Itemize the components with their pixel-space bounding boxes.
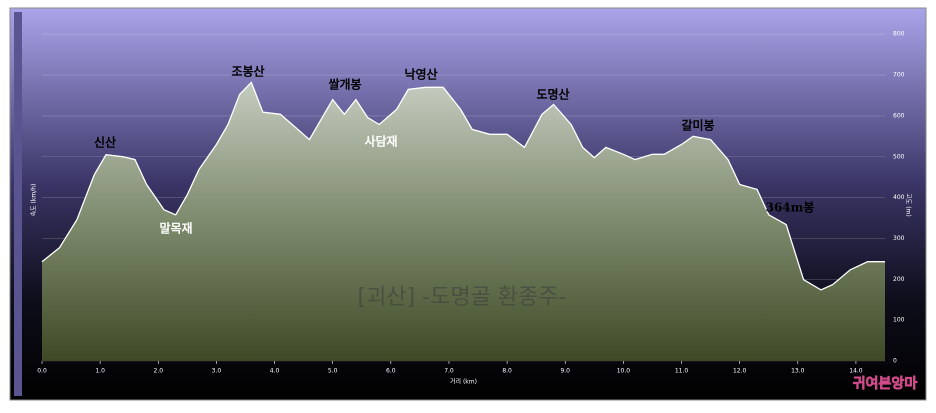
- x-tick-label: 5.0: [328, 368, 338, 375]
- x-tick-label: 4.0: [270, 368, 280, 375]
- x-tick-label: 7.0: [444, 368, 454, 375]
- y-tick-label: 800: [893, 31, 905, 38]
- x-tick-label: 9.0: [560, 368, 570, 375]
- area-fill: [42, 82, 885, 362]
- x-tick-label: 6.0: [386, 368, 396, 375]
- side-strip: [14, 12, 22, 396]
- x-tick-label: 10.0: [617, 368, 631, 375]
- y-tick-label: 400: [893, 194, 905, 201]
- peak-label: 쌀개봉: [328, 78, 361, 92]
- y-tick-label: 300: [893, 235, 905, 242]
- y-tick-label: 700: [893, 72, 905, 79]
- x-tick-label: 0.0: [37, 368, 47, 375]
- peak-label: 낙영산: [404, 67, 437, 82]
- x-axis-label: 거리 (km): [450, 378, 477, 386]
- peak-label: 사담재: [364, 134, 397, 149]
- y-tick-label: 100: [893, 317, 905, 324]
- y-tick-label: 500: [893, 153, 905, 160]
- x-tick-label: 8.0: [502, 368, 512, 375]
- peak-label: 364m봉: [766, 201, 815, 215]
- logo: 귀여븐앙마: [853, 375, 918, 392]
- watermark: [괴산] -도명골 환종주-: [358, 285, 567, 310]
- x-tick-label: 12.0: [733, 368, 747, 375]
- x-tick-label: 3.0: [212, 368, 222, 375]
- x-tick-label: 14.0: [849, 368, 863, 375]
- peak-label: 신산: [94, 135, 116, 150]
- x-tick-label: 13.0: [791, 368, 805, 375]
- y-tick-label: 0: [893, 358, 897, 365]
- y2-axis-label: 속도 (km/h): [30, 184, 38, 217]
- peak-label: 말목재: [159, 222, 192, 236]
- y-tick-label: 200: [893, 276, 905, 283]
- peak-label: 갈미봉: [681, 118, 714, 133]
- x-tick-label: 2.0: [154, 368, 164, 375]
- y-axis-label: 고도 (m): [905, 193, 912, 216]
- x-tick-label: 11.0: [675, 368, 689, 375]
- y-tick-label: 600: [893, 112, 905, 119]
- peak-label: 도명산: [536, 87, 569, 102]
- elevation-line: [41, 81, 885, 291]
- x-tick-label: 1.0: [95, 368, 105, 375]
- peak-label: 조봉산: [231, 64, 264, 79]
